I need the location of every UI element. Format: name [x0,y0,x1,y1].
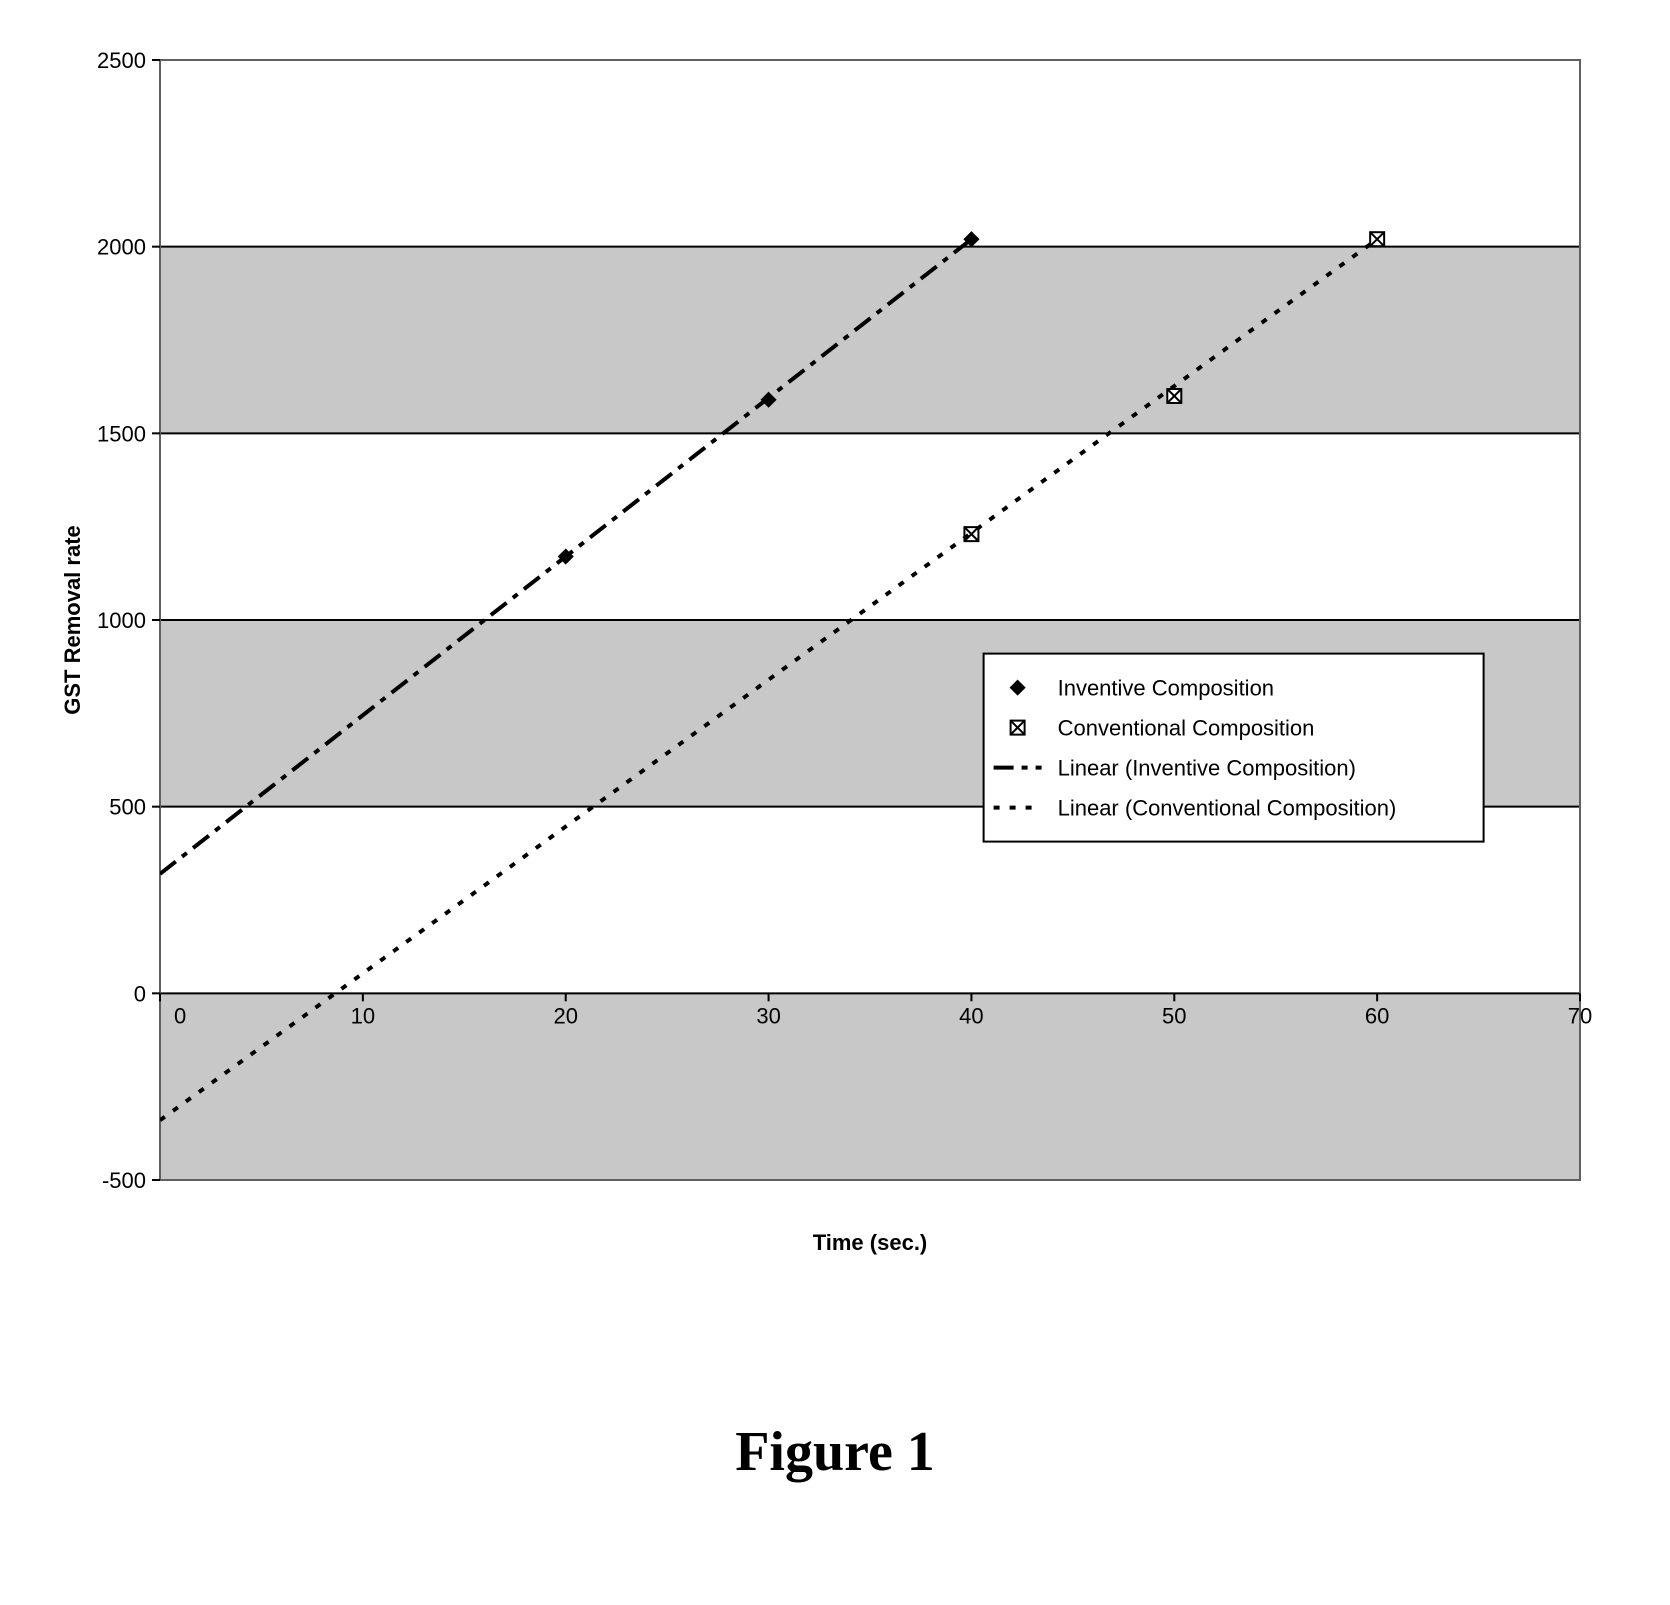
y-tick-label: -500 [102,1168,146,1193]
plot-band [160,433,1580,620]
legend-label: Linear (Inventive Composition) [1058,756,1356,781]
x-tick-label: 50 [1162,1003,1186,1028]
x-tick-label: 40 [959,1003,983,1028]
x-tick-label: 60 [1365,1003,1389,1028]
y-axis-title: GST Removal rate [60,525,85,715]
x-tick-label: 30 [756,1003,780,1028]
y-tick-label: 500 [109,795,146,820]
legend-label: Inventive Composition [1058,676,1274,701]
chart-container: 0 10 20 30 40 50 60 70 Time (sec.) -500 0 500 1000 15… [50,50,1620,1350]
legend-label: Linear (Conventional Composition) [1058,796,1397,821]
x-tick-label: 20 [553,1003,577,1028]
x-axis-title: Time (sec.) [813,1230,928,1255]
x-tick-label: 10 [351,1003,375,1028]
plot-band [160,60,1580,247]
legend-label: Conventional Composition [1058,716,1315,741]
y-tick-label: 1500 [97,421,146,446]
y-tick-label: 1000 [97,608,146,633]
figure-title: Figure 1 [0,1420,1670,1484]
plot-band [160,247,1580,434]
y-tick-label: 0 [134,981,146,1006]
x-tick-label: 0 [174,1003,186,1028]
y-tick-label: 2500 [97,50,146,73]
y-tick-label: 2000 [97,235,146,260]
x-tick-label: 70 [1568,1003,1592,1028]
chart-svg: 0 10 20 30 40 50 60 70 Time (sec.) -500 0 500 1000 15… [50,50,1620,1270]
